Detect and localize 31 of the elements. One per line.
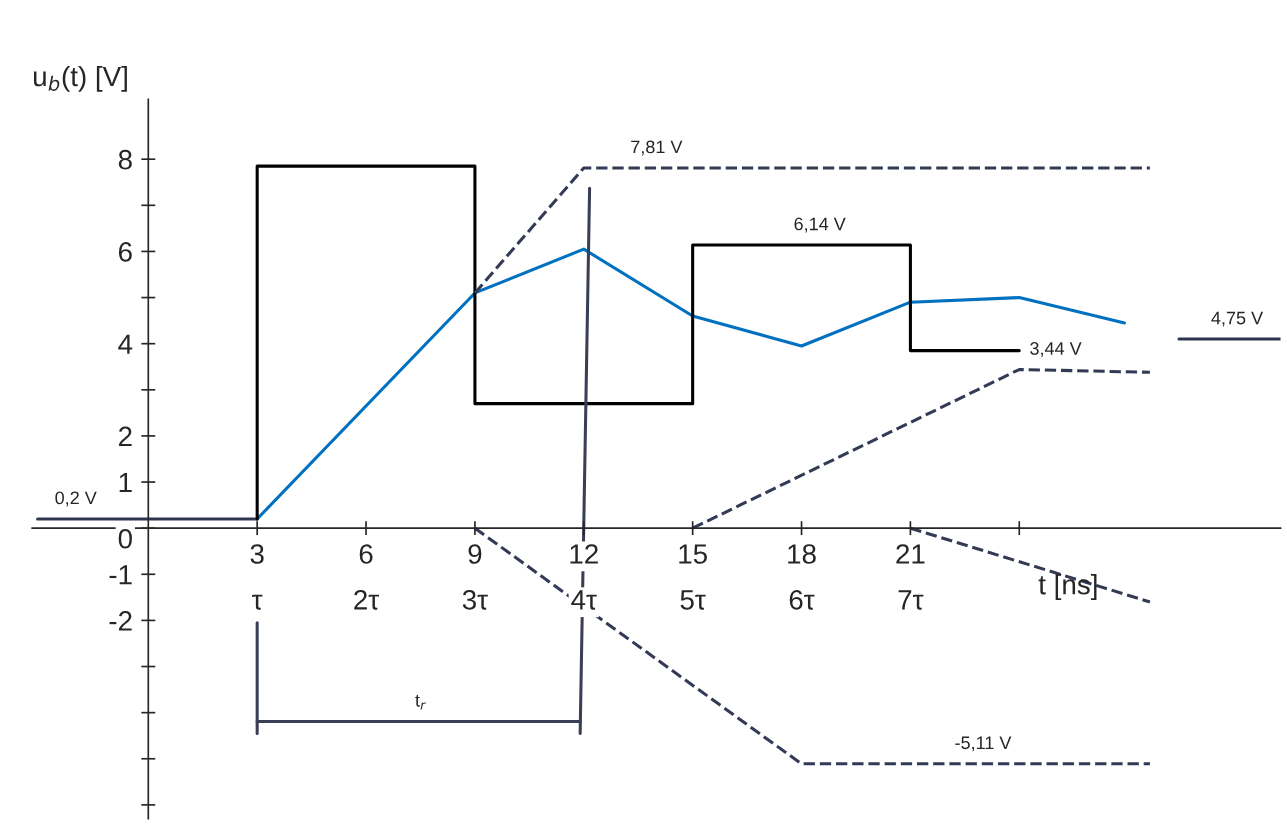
annotation: 7,81 V xyxy=(631,140,683,156)
annotation: 3,44 V xyxy=(1030,342,1082,357)
x-tick-label: 9 xyxy=(468,544,482,564)
x2-tick-label: 2τ xyxy=(354,590,380,610)
x2-tick-label: 7τ xyxy=(898,590,924,610)
x2-tick-label: 5τ xyxy=(680,590,706,610)
x-tick-label: 15 xyxy=(679,544,707,564)
annotation: -5,11 V xyxy=(955,736,1012,752)
x-tick-label: 18 xyxy=(788,544,816,564)
annotation: 6,14 V xyxy=(794,217,846,233)
x-tick-label: 3 xyxy=(250,544,264,564)
y-tick-label: -1 xyxy=(109,565,132,585)
x-tick-label: 21 xyxy=(896,544,925,564)
annotation: t$_{r}$ xyxy=(415,694,427,710)
x-tick-label: 12 xyxy=(570,544,598,564)
y-tick-label: 0 xyxy=(118,528,132,549)
y-tick-label: 1 xyxy=(119,473,132,493)
annotation: 0,2 V xyxy=(55,491,97,507)
y-axis-title: u$_{b}$(t) [V] xyxy=(33,65,127,92)
y-tick-label: 4 xyxy=(118,334,133,354)
x-axis-title: t [ns] xyxy=(1038,574,1097,600)
x-tick-label: 6 xyxy=(359,544,373,564)
y-tick-label: 2 xyxy=(118,426,132,446)
x2-tick-label: τ xyxy=(252,594,263,610)
x2-tick-label: 4τ xyxy=(571,590,597,610)
x2-tick-label: 3τ xyxy=(462,590,488,610)
annotation: 4,75 V xyxy=(1211,311,1264,327)
y-tick-label: 6 xyxy=(118,242,132,262)
y-tick-label: 8 xyxy=(118,149,132,170)
x2-tick-label: 6τ xyxy=(789,590,815,610)
y-tick-label: -2 xyxy=(109,611,132,631)
